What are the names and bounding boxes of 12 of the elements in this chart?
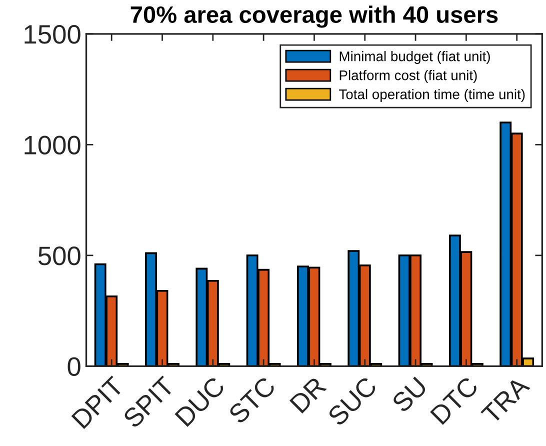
y-tick-label: 1000 <box>24 136 80 154</box>
y-tick-label: 1500 <box>24 25 80 44</box>
x-tick-label: STC <box>228 376 277 425</box>
x-tick-label: TRA <box>480 375 530 425</box>
legend-label: Minimal budget (fiat unit) <box>340 51 490 64</box>
y-tick-label: 500 <box>38 246 80 266</box>
y-tick-label: 0 <box>68 357 80 376</box>
legend-label: Total operation time (time unit) <box>339 89 525 102</box>
x-tick-label: SU <box>390 376 428 414</box>
chart-title: 70% area coverage with 40 users <box>130 6 498 28</box>
x-tick-label: DR <box>289 376 327 414</box>
legend-label: Platform cost (fiat unit) <box>340 70 477 83</box>
